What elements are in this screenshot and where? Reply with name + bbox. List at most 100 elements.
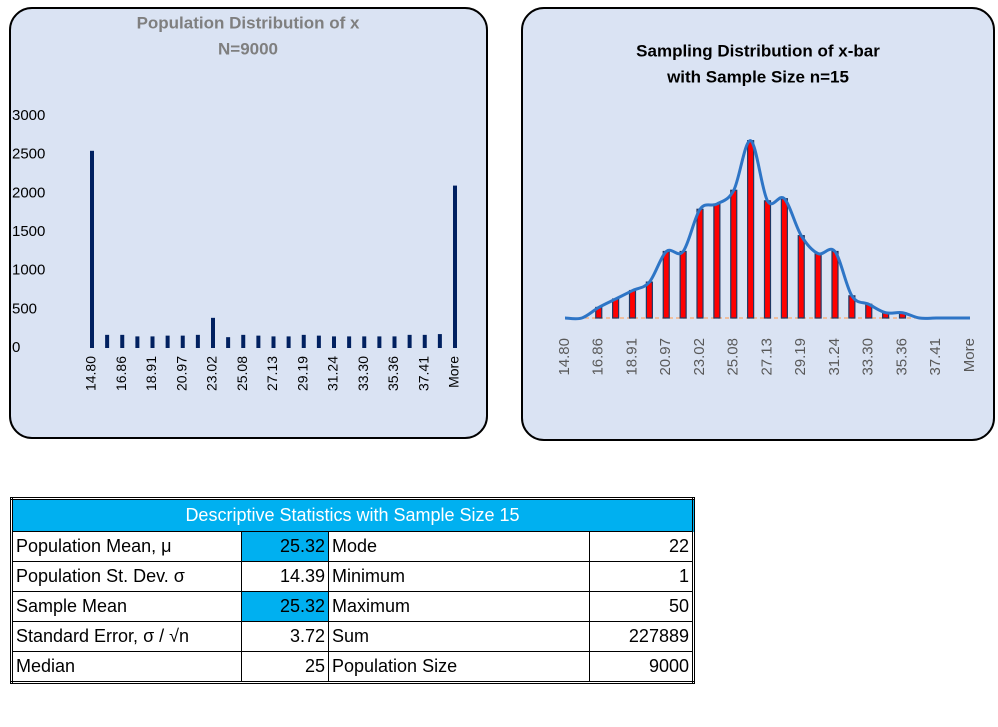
table-cell: Standard Error, σ / √n: [11, 621, 242, 652]
x-tick-label: 18.91: [623, 338, 640, 376]
bar: [713, 203, 721, 319]
bar: [679, 250, 687, 319]
table-cell: Population Size: [328, 651, 590, 683]
table-cell: 3.72: [241, 621, 329, 652]
table-cell: 22: [589, 531, 694, 562]
bar: [180, 335, 185, 348]
bar: [377, 336, 382, 348]
table-row: Population St. Dev. σ 14.39 Minimum 1: [11, 561, 694, 592]
bar: [662, 250, 670, 319]
bar: [814, 253, 822, 319]
bar: [120, 334, 125, 348]
table-cell: 1: [589, 561, 694, 592]
bar: [135, 336, 140, 348]
x-tick-label: 16.86: [113, 356, 129, 391]
bar: [422, 334, 427, 348]
table-cell: Population St. Dev. σ: [11, 561, 242, 592]
bar: [392, 336, 397, 348]
table-cell: 9000: [589, 651, 694, 683]
table-row: Median 25 Population Size 9000: [11, 651, 694, 683]
table-cell: 25.32: [241, 531, 329, 562]
bar: [763, 200, 772, 319]
x-tick-label: 37.41: [415, 356, 431, 391]
x-tick-label: 14.80: [83, 356, 99, 391]
chart-title: Population Distribution of x: [137, 13, 360, 32]
bar: [696, 208, 704, 319]
bar: [105, 334, 110, 348]
bar: [332, 336, 336, 348]
bar: [211, 317, 215, 348]
x-tick-label: 35.36: [893, 338, 910, 376]
table-row: Standard Error, σ / √n 3.72 Sum 227889: [11, 621, 694, 652]
bar: [362, 336, 367, 348]
x-tick-label: 31.24: [325, 356, 341, 391]
x-tick-label: 37.41: [927, 338, 944, 376]
table-cell: Sum: [328, 621, 590, 652]
bar: [256, 335, 261, 348]
chart-frame: [9, 7, 488, 439]
x-tick-label: 25.08: [234, 356, 250, 391]
bar: [407, 334, 412, 348]
bar: [241, 334, 246, 348]
x-tick-label: 23.02: [691, 338, 708, 376]
chart-title: Sampling Distribution of x-bar: [636, 41, 880, 60]
x-tick-label: 33.30: [355, 356, 371, 391]
bar: [195, 334, 200, 348]
x-tick-label: 27.13: [264, 356, 280, 391]
bar: [747, 140, 755, 319]
y-tick-label: 2500: [12, 146, 45, 163]
x-tick-label: 27.13: [758, 338, 775, 376]
table-row: Population Mean, μ 25.32 Mode 22: [11, 531, 694, 562]
x-tick-label: More: [961, 338, 978, 372]
bar: [612, 298, 620, 319]
y-tick-label: 1000: [12, 262, 45, 279]
stats-table: Descriptive Statistics with Sample Size …: [10, 497, 695, 684]
x-tick-label: 33.30: [860, 338, 877, 376]
bar: [226, 337, 231, 348]
table-cell: Maximum: [328, 591, 590, 622]
table-cell: 25.32: [241, 591, 329, 622]
y-tick-label: 1500: [12, 223, 45, 240]
bar: [797, 235, 805, 319]
chart-title: with Sample Size n=15: [666, 67, 849, 86]
chart-title: N=9000: [218, 39, 278, 58]
table-title: Descriptive Statistics with Sample Size …: [11, 498, 694, 532]
bar: [150, 336, 155, 348]
bar: [628, 289, 637, 319]
table-cell: Minimum: [328, 561, 590, 592]
bar: [301, 334, 306, 348]
x-tick-label: 20.97: [657, 338, 674, 376]
y-tick-label: 2000: [12, 184, 45, 201]
y-tick-label: 500: [12, 300, 37, 317]
table-cell: 14.39: [241, 561, 329, 592]
table-cell: 227889: [589, 621, 694, 652]
bar: [271, 336, 276, 348]
x-tick-label: 35.36: [385, 356, 401, 391]
table-cell: Median: [11, 651, 242, 683]
table-cell: 50: [589, 591, 694, 622]
x-tick-label: 29.19: [294, 356, 310, 391]
bar: [165, 335, 170, 348]
bar: [437, 334, 442, 348]
x-tick-label: 14.80: [556, 338, 573, 376]
bar: [286, 336, 291, 348]
chart-frame: [521, 7, 995, 441]
x-tick-label: 23.02: [204, 356, 220, 391]
x-tick-label: 29.19: [792, 338, 809, 376]
bar: [831, 250, 839, 319]
x-tick-label: 20.97: [173, 356, 189, 391]
table-cell: Mode: [328, 531, 590, 562]
bar: [90, 150, 94, 348]
x-tick-label: 16.86: [590, 338, 607, 376]
bar: [347, 336, 352, 348]
bar: [453, 185, 457, 348]
x-tick-label: 31.24: [826, 338, 843, 376]
bar: [780, 198, 788, 319]
y-tick-label: 3000: [12, 107, 45, 124]
x-tick-label: 18.91: [143, 356, 159, 391]
table-cell: Sample Mean: [11, 591, 242, 622]
bar: [730, 189, 738, 319]
charts: Population Distribution of x N=9000 0 500 10…: [9, 7, 995, 441]
x-tick-label: 25.08: [725, 338, 742, 376]
bar: [645, 281, 653, 319]
